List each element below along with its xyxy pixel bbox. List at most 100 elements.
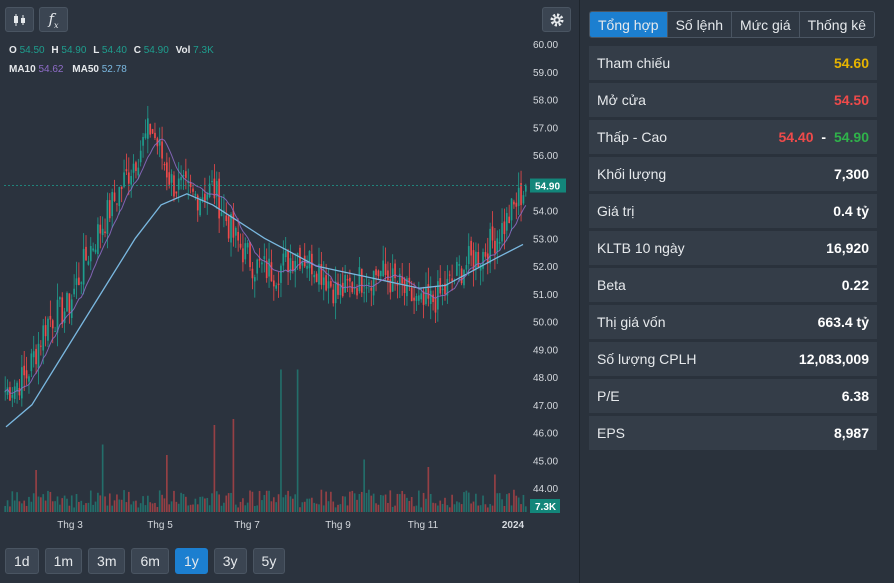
volume-bar xyxy=(327,501,330,512)
volume-bar xyxy=(170,501,173,512)
settings-button[interactable] xyxy=(542,7,571,32)
candle-body xyxy=(206,194,209,200)
volume-bar xyxy=(32,493,35,512)
candle-body xyxy=(118,187,121,207)
volume-bar xyxy=(80,500,83,512)
volume-bar xyxy=(166,455,168,512)
price-chart[interactable]: 60.0059.0058.0057.0056.0055.0054.0053.00… xyxy=(0,0,579,545)
candle-body xyxy=(82,248,85,285)
candle-body xyxy=(484,251,487,257)
candle-body xyxy=(479,264,482,271)
volume-bar xyxy=(277,494,280,512)
volume-bar xyxy=(353,493,356,512)
candle-body xyxy=(85,246,87,261)
row-value-traded: Giá trị 0.4 tỷ xyxy=(589,194,877,228)
range-1d-button[interactable]: 1d xyxy=(5,548,39,574)
candle-body xyxy=(391,268,394,292)
volume-bar xyxy=(25,505,28,512)
volume-bar xyxy=(460,504,463,512)
candle-body xyxy=(349,277,351,282)
volume-bar xyxy=(349,491,351,512)
volume-bar xyxy=(406,497,408,512)
volume-bar xyxy=(106,505,109,512)
candle-body xyxy=(282,253,285,266)
candle-body xyxy=(280,265,282,283)
volume-bar xyxy=(144,505,147,512)
volume-bar xyxy=(446,505,449,512)
candle-body xyxy=(524,185,527,192)
candle-body xyxy=(61,297,64,324)
candle-body xyxy=(498,241,501,244)
candle-body xyxy=(437,281,439,310)
volume-bar xyxy=(439,500,442,512)
tab-summary[interactable]: Tổng hợp xyxy=(590,12,668,37)
range-6m-button[interactable]: 6m xyxy=(131,548,169,574)
candle-body xyxy=(470,240,472,256)
candle-body xyxy=(327,281,330,289)
range-1m-button[interactable]: 1m xyxy=(44,548,83,574)
volume-bar xyxy=(467,492,470,512)
tab-statistics[interactable]: Thống kê xyxy=(799,12,875,37)
candle-body xyxy=(489,228,491,264)
summary-list: Tham chiếu 54.60 Mở cửa 54.50 Thấp - Cao… xyxy=(589,46,877,453)
candle-body xyxy=(149,123,152,135)
candle-body xyxy=(346,278,349,281)
candle-body xyxy=(244,243,247,260)
candle-body xyxy=(189,182,192,188)
candle-body xyxy=(344,274,346,293)
tab-price-levels[interactable]: Mức giá xyxy=(732,12,800,37)
chart-panel[interactable]: 60.0059.0058.0057.0056.0055.0054.0053.00… xyxy=(0,0,580,583)
range-3y-button[interactable]: 3y xyxy=(213,548,247,574)
ma10-line xyxy=(4,138,527,394)
candle-body xyxy=(234,227,237,236)
volume-bar xyxy=(272,497,275,512)
volume-bar xyxy=(47,490,49,512)
range-5y-button[interactable]: 5y xyxy=(252,548,286,574)
time-tick-label: Thg 5 xyxy=(147,520,173,531)
candle-body xyxy=(144,133,147,139)
volume-bar xyxy=(78,501,80,512)
volume-bar xyxy=(432,502,434,512)
candle-body xyxy=(510,198,513,221)
candle-body xyxy=(213,178,216,199)
indicator-button[interactable]: fx xyxy=(39,7,68,32)
candle-body xyxy=(491,226,494,241)
volume-bar xyxy=(313,502,316,512)
candle-body xyxy=(339,284,342,296)
candle-body xyxy=(372,270,375,296)
candle-body xyxy=(192,188,194,192)
volume-bar xyxy=(123,490,125,512)
candle-body xyxy=(406,278,408,297)
range-1y-button[interactable]: 1y xyxy=(174,548,208,574)
row-value: 8,987 xyxy=(833,425,869,441)
candle-body xyxy=(42,325,45,351)
candle-body xyxy=(218,178,220,219)
candle-body xyxy=(127,172,130,184)
range-3m-button[interactable]: 3m xyxy=(88,548,126,574)
tab-orders[interactable]: Số lệnh xyxy=(667,12,733,37)
price-tick-label: 53.00 xyxy=(533,234,558,245)
candle-body xyxy=(166,162,168,178)
candle-body xyxy=(413,297,415,301)
volume-bar xyxy=(365,492,368,512)
volume-bar xyxy=(99,495,102,512)
candle-body xyxy=(263,256,266,260)
candle-body xyxy=(522,195,525,204)
last-volume-badge xyxy=(530,499,560,513)
volume-bar xyxy=(59,504,61,512)
candlestick-type-button[interactable] xyxy=(5,7,34,32)
candle-body xyxy=(227,216,230,239)
volume-bar xyxy=(484,504,487,512)
candle-body xyxy=(66,292,68,312)
candle-body xyxy=(420,293,423,300)
volume-bar xyxy=(220,505,223,512)
volume-bar xyxy=(30,501,33,512)
volume-bar xyxy=(265,490,268,512)
volume-bar xyxy=(66,498,68,512)
volume-bar xyxy=(520,504,522,512)
row-value: 6.38 xyxy=(841,388,869,404)
candle-body xyxy=(308,250,311,269)
volume-bar xyxy=(132,501,135,512)
candle-body xyxy=(322,277,325,286)
row-low-high: Thấp - Cao 54.40 - 54.90 xyxy=(589,120,877,154)
